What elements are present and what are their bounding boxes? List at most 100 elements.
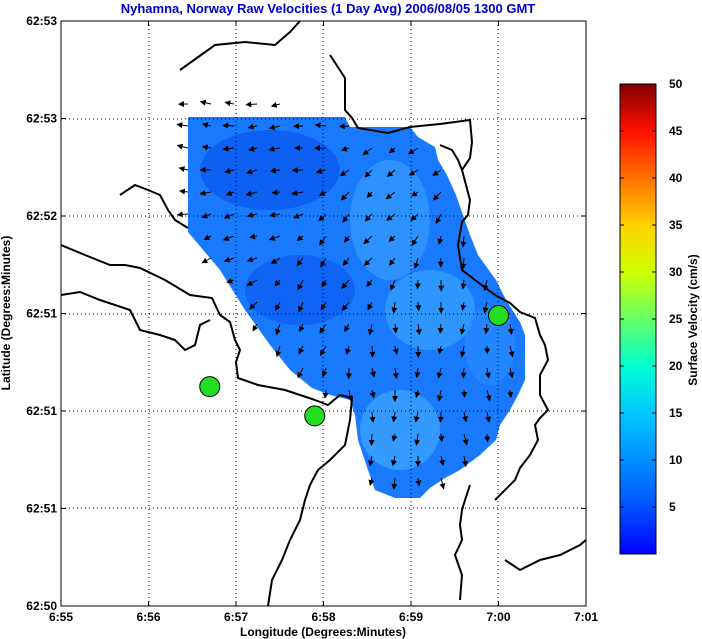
velocity-vector [435, 213, 442, 225]
velocity-vector [364, 213, 373, 222]
velocity-vector [176, 122, 189, 129]
velocity-vector [321, 367, 328, 378]
velocity-vector [408, 169, 419, 176]
velocity-vector [298, 301, 304, 313]
velocity-vector [246, 212, 258, 218]
velocity-vector [201, 144, 212, 151]
velocity-vector [341, 301, 350, 312]
velocity-vector [432, 191, 442, 201]
velocity-vector [343, 235, 350, 243]
velocity-vector [462, 411, 468, 423]
velocity-vector [485, 411, 491, 423]
velocity-vector [222, 235, 235, 241]
colorbar-tick-label: 30 [669, 265, 683, 279]
x-tick-label: 6:55 [49, 610, 73, 624]
velocity-vector [178, 166, 189, 173]
velocity-vector [415, 477, 422, 487]
velocity-vector [368, 477, 375, 487]
velocity-vector [367, 323, 374, 336]
velocity-vector [246, 279, 258, 286]
velocity-vector [410, 190, 419, 197]
velocity-vector [223, 213, 235, 219]
y-tick-label: 62:50 [26, 599, 57, 613]
velocity-vector [296, 257, 304, 267]
velocity-vector [437, 235, 444, 245]
velocity-vector [369, 389, 376, 399]
velocity-vector [268, 146, 281, 152]
velocity-vector [366, 191, 373, 199]
velocity-vector [439, 455, 445, 467]
velocity-vector [322, 389, 329, 399]
velocity-vector [392, 323, 399, 334]
radar-site-marker [488, 304, 509, 326]
velocity-vector [388, 147, 396, 154]
velocity-vector [483, 323, 490, 335]
velocity-vector [391, 301, 398, 314]
coastline-peninsula [61, 290, 211, 352]
radar-site-marker [304, 405, 326, 427]
velocity-vector [341, 279, 350, 290]
colorbar-tick-label: 45 [669, 124, 683, 138]
velocity-vector [415, 301, 422, 312]
velocity-vector [388, 257, 396, 266]
velocity-vector [321, 279, 328, 288]
velocity-vector [223, 256, 235, 263]
velocity-vector [269, 167, 281, 174]
x-tick-label: 7:01 [574, 610, 598, 624]
velocity-vector [270, 101, 281, 108]
velocity-vector [320, 257, 327, 268]
velocity-vector [249, 233, 258, 240]
velocity-vector [270, 257, 281, 265]
colorbar-tick-label: 50 [669, 77, 683, 91]
coastline-south-east-2 [504, 539, 586, 572]
velocity-vectors [176, 99, 515, 490]
velocity-vector [271, 189, 281, 196]
velocity-vector [432, 169, 442, 176]
chart-title: Nyhamna, Norway Raw Velocities (1 Day Av… [121, 1, 536, 16]
velocity-vector [484, 367, 491, 379]
velocity-vector [176, 211, 189, 218]
velocity-vector [275, 301, 281, 312]
colorbar-tick-label: 20 [669, 359, 683, 373]
velocity-vector [385, 191, 396, 200]
velocity-vector [367, 301, 373, 311]
coastline-south [267, 393, 354, 606]
velocity-vector [268, 124, 281, 131]
velocity-vector [339, 169, 350, 177]
velocity-vector [459, 323, 466, 336]
velocity-vector [275, 323, 281, 336]
velocity-vector [436, 367, 443, 379]
velocity-vector [320, 345, 327, 357]
velocity-vector [319, 323, 327, 334]
y-tick-label: 62:53 [26, 14, 57, 28]
velocity-vector [224, 100, 235, 107]
velocity-vector [508, 345, 515, 358]
coastline-north [179, 21, 301, 71]
y-axis: 62:53 62:53 62:52 62:51 62:51 62:51 62:50 Lati… [0, 14, 586, 613]
velocity-vector [298, 323, 305, 333]
velocity-vector [176, 143, 189, 150]
velocity-vector [459, 345, 466, 358]
velocity-vector [342, 257, 350, 267]
velocity-vector [391, 455, 397, 467]
radar-site-marker [199, 376, 221, 398]
velocity-vector [460, 279, 467, 290]
velocity-vector [275, 345, 282, 358]
velocity-vector [247, 123, 258, 130]
coastline [61, 21, 586, 606]
colorbar-gradient [619, 83, 657, 555]
velocity-vector [439, 477, 446, 490]
velocity-vector [342, 213, 350, 223]
coastline-north-east [329, 54, 550, 501]
velocity-vector [224, 167, 235, 174]
velocity-vector [364, 169, 373, 178]
y-tick-label: 62:51 [26, 404, 57, 418]
velocity-vector [411, 235, 419, 246]
velocity-vector [391, 411, 398, 423]
velocity-vector [462, 433, 469, 446]
coastline-island [439, 144, 463, 171]
velocity-vector [366, 279, 373, 288]
velocity-vector [203, 234, 212, 240]
coastline-south-east [453, 484, 471, 601]
velocity-vector [414, 367, 421, 379]
